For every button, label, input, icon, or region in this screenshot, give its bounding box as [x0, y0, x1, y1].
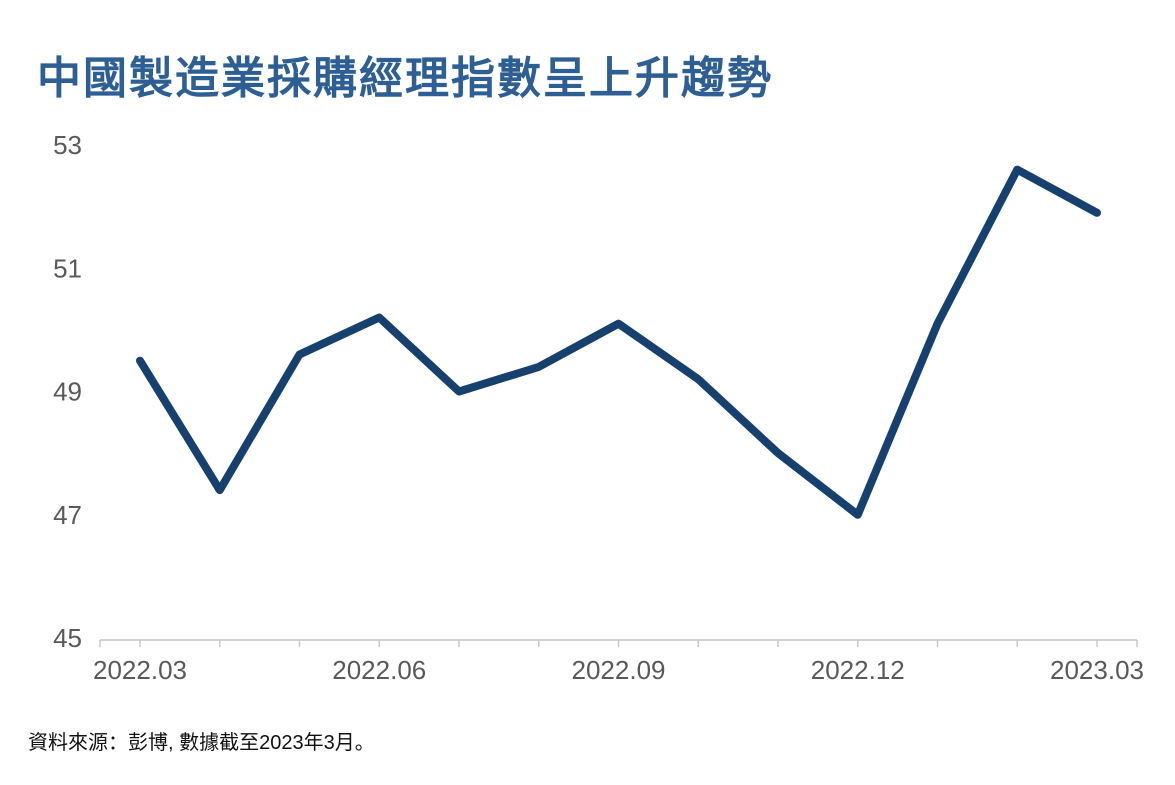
y-axis-tick-label: 45	[53, 623, 82, 653]
page-title: 中國製造業採購經理指數呈上升趨勢	[37, 54, 773, 104]
x-axis-tick-label: 2022.09	[572, 655, 666, 685]
y-axis-tick-label: 47	[53, 500, 82, 530]
x-axis-tick-label: 2022.12	[811, 655, 905, 685]
pmi-series-line	[136, 165, 1101, 519]
source-note: 資料來源：彭博, 數據截至2023年3月。	[28, 732, 375, 754]
x-axis-tick-label: 2022.03	[93, 655, 187, 685]
x-axis-tick-label: 2022.06	[332, 655, 426, 685]
y-axis-tick-label: 49	[53, 377, 82, 407]
y-axis-tick-label: 51	[53, 253, 82, 283]
x-axis-tick-label: 2023.03	[1050, 655, 1144, 685]
y-axis-tick-label: 53	[53, 130, 82, 160]
